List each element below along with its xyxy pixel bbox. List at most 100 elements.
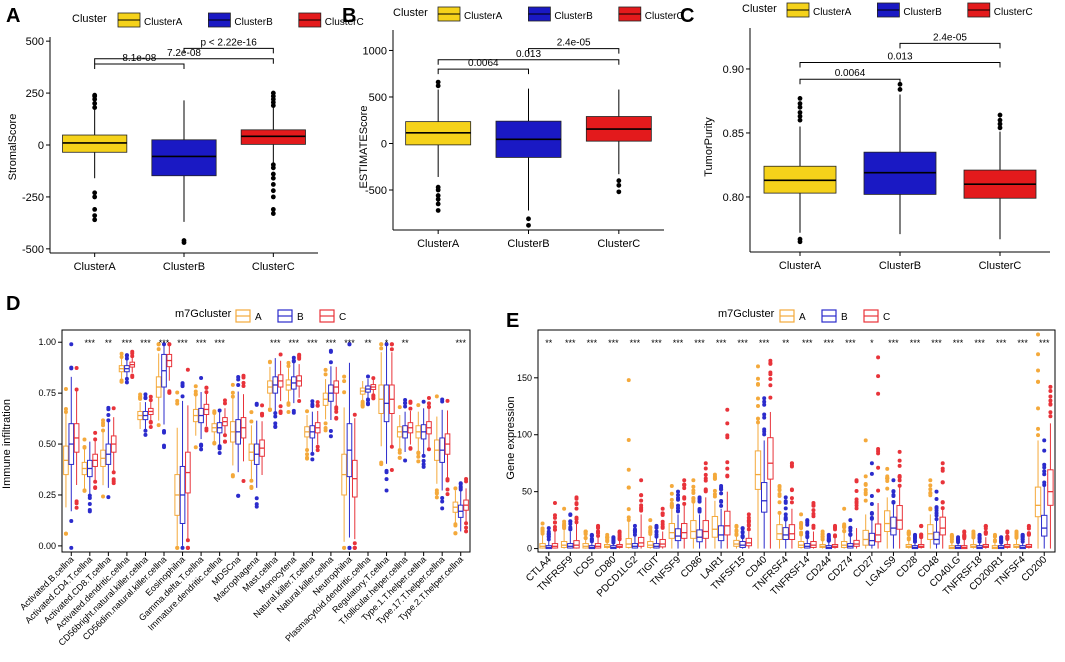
outlier-point	[231, 395, 235, 399]
outlier-point	[1036, 427, 1040, 431]
outlier-point	[194, 445, 198, 449]
outlier-point	[978, 537, 982, 541]
outlier-point	[199, 444, 203, 448]
box-LGALS9-B	[891, 517, 896, 535]
outlier-point	[334, 405, 338, 409]
outlier-point	[526, 223, 531, 228]
box-CD40-A	[755, 451, 760, 489]
outlier-point	[526, 216, 531, 221]
outlier-point	[691, 497, 695, 501]
outlier-point	[898, 484, 902, 488]
outlier-point	[682, 495, 686, 499]
significance-label: ***	[289, 338, 300, 348]
outlier-point	[101, 421, 105, 425]
box-CD200-A	[1035, 487, 1040, 517]
outlier-point	[324, 421, 328, 425]
significance-label: ***	[608, 338, 619, 348]
outlier-point	[575, 507, 579, 511]
outlier-point	[741, 530, 745, 534]
significance-label: **	[782, 338, 790, 348]
outlier-point	[639, 503, 643, 507]
outlier-point	[64, 387, 68, 391]
outlier-point	[950, 533, 954, 537]
significance-label: **	[402, 338, 410, 348]
outlier-point	[756, 404, 760, 408]
outlier-point	[292, 356, 296, 360]
box-TNFRSF4-A	[777, 525, 782, 540]
box-PDCD1LG2-C	[638, 537, 643, 546]
outlier-point	[848, 533, 852, 537]
outlier-point	[88, 496, 92, 500]
outlier-point	[231, 383, 235, 387]
y-tick-label: 1000	[363, 45, 387, 57]
outlier-point	[876, 392, 880, 396]
outlier-point	[691, 478, 695, 482]
box-TNFSF9-A	[669, 524, 674, 539]
outlier-point	[971, 534, 975, 538]
box-TNFSF15-A	[734, 540, 739, 546]
outlier-point	[725, 435, 729, 439]
outlier-point	[390, 347, 394, 351]
outlier-point	[199, 447, 203, 451]
outlier-point	[1042, 469, 1046, 473]
outlier-point	[305, 452, 309, 456]
legend-label-ClusterB: ClusterB	[554, 11, 593, 22]
outlier-point	[385, 488, 389, 492]
outlier-point	[778, 488, 782, 492]
outlier-point	[704, 479, 708, 483]
outlier-point	[329, 360, 333, 364]
outlier-point	[935, 490, 939, 494]
outlier-point	[941, 500, 945, 504]
outlier-point	[379, 342, 383, 346]
outlier-point	[864, 499, 868, 503]
outlier-point	[297, 399, 301, 403]
outlier-point	[876, 489, 880, 493]
significance-label: ***	[1039, 338, 1050, 348]
outlier-point	[762, 400, 766, 404]
outlier-point	[1048, 389, 1052, 393]
outlier-point	[541, 532, 545, 536]
outlier-point	[827, 533, 831, 537]
outlier-point	[316, 404, 320, 408]
outlier-point	[941, 469, 945, 473]
outlier-point	[962, 534, 966, 538]
outlier-point	[398, 451, 402, 455]
outlier-point	[919, 535, 923, 539]
panel-b-estimate-score: B Cluster ClusterAClusterBClusterC ESTIM…	[342, 5, 684, 250]
outlier-point	[618, 530, 622, 534]
panel-c-ylabel: TumorPurity	[703, 117, 715, 177]
outlier-point	[440, 397, 444, 401]
outlier-point	[756, 417, 760, 421]
outlier-point	[876, 355, 880, 359]
outlier-point	[1014, 530, 1018, 534]
outlier-point	[92, 217, 97, 222]
outlier-point	[435, 491, 439, 495]
outlier-point	[236, 383, 240, 387]
y-tick-label: 500	[369, 92, 387, 104]
outlier-point	[811, 508, 815, 512]
outlier-point	[223, 433, 227, 437]
box-TNFRSF4-C	[789, 525, 794, 540]
outlier-point	[798, 110, 803, 115]
outlier-point	[891, 478, 895, 482]
significance-label: **	[105, 338, 113, 348]
outlier-point	[342, 390, 346, 394]
outlier-point	[618, 533, 622, 537]
outlier-point	[799, 533, 803, 537]
outlier-point	[204, 386, 208, 390]
outlier-point	[864, 488, 868, 492]
significance-label: ***	[673, 338, 684, 348]
outlier-point	[719, 504, 723, 508]
outlier-point	[273, 425, 277, 429]
outlier-point	[962, 530, 966, 534]
outlier-point	[204, 429, 208, 433]
outlier-point	[398, 405, 402, 409]
outlier-point	[553, 501, 557, 505]
outlier-point	[885, 487, 889, 491]
outlier-point	[408, 446, 412, 450]
outlier-point	[436, 202, 441, 207]
outlier-point	[768, 359, 772, 363]
box-CD27-A	[863, 530, 868, 545]
outlier-point	[648, 526, 652, 530]
y-tick-label: 0.90	[723, 64, 744, 76]
